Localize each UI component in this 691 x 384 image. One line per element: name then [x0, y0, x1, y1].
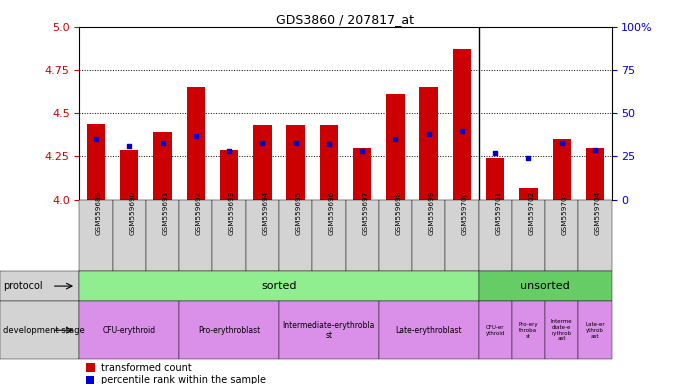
- Bar: [86, 363, 95, 372]
- Text: GSM559696: GSM559696: [329, 191, 335, 235]
- Bar: [478, 301, 512, 359]
- Bar: [478, 200, 512, 271]
- Text: GSM559691: GSM559691: [162, 191, 169, 235]
- Bar: [79, 271, 478, 301]
- Text: GSM559702: GSM559702: [529, 191, 534, 235]
- Bar: [486, 158, 504, 200]
- Bar: [153, 132, 172, 200]
- Text: GSM559690: GSM559690: [129, 191, 135, 235]
- Text: GSM559692: GSM559692: [196, 191, 202, 235]
- Bar: [79, 200, 113, 271]
- Bar: [412, 200, 445, 271]
- Bar: [386, 94, 404, 200]
- Text: Late-er
ythrob
ast: Late-er ythrob ast: [585, 322, 605, 339]
- Point: [390, 136, 401, 142]
- Text: CFU-er
ythroid: CFU-er ythroid: [486, 325, 505, 336]
- Bar: [312, 200, 346, 271]
- Bar: [353, 148, 371, 200]
- Text: GSM559699: GSM559699: [428, 191, 435, 235]
- Text: development stage: development stage: [3, 326, 85, 335]
- Bar: [0, 271, 79, 301]
- Text: GSM559703: GSM559703: [562, 191, 567, 235]
- Bar: [87, 124, 105, 200]
- Point: [357, 148, 368, 154]
- Text: GSM559694: GSM559694: [263, 191, 268, 235]
- Text: Pro-erythroblast: Pro-erythroblast: [198, 326, 261, 335]
- Point: [124, 143, 135, 149]
- Point: [456, 127, 467, 134]
- Bar: [586, 148, 604, 200]
- Text: Late-erythroblast: Late-erythroblast: [395, 326, 462, 335]
- Bar: [379, 301, 478, 359]
- Text: sorted: sorted: [261, 281, 296, 291]
- Bar: [419, 87, 438, 200]
- Bar: [187, 87, 205, 200]
- Point: [589, 147, 600, 153]
- Bar: [512, 200, 545, 271]
- Text: Intermediate-erythrobla
st: Intermediate-erythrobla st: [283, 321, 375, 340]
- Bar: [453, 49, 471, 200]
- Bar: [179, 200, 212, 271]
- Text: percentile rank within the sample: percentile rank within the sample: [101, 375, 266, 384]
- Text: GSM559695: GSM559695: [296, 191, 301, 235]
- Point: [523, 155, 534, 161]
- Point: [257, 140, 268, 146]
- Text: GSM559693: GSM559693: [229, 191, 235, 235]
- Text: transformed count: transformed count: [101, 362, 191, 373]
- Text: GSM559701: GSM559701: [495, 191, 501, 235]
- Bar: [578, 301, 612, 359]
- Bar: [445, 200, 478, 271]
- Bar: [0, 301, 79, 359]
- Point: [91, 136, 102, 142]
- Point: [490, 150, 501, 156]
- Bar: [545, 301, 578, 359]
- Bar: [179, 301, 279, 359]
- Bar: [120, 149, 138, 200]
- Bar: [253, 126, 272, 200]
- Text: Interme
diate-e
rythrob
ast: Interme diate-e rythrob ast: [551, 319, 572, 341]
- Bar: [478, 271, 612, 301]
- Text: GSM559697: GSM559697: [362, 191, 368, 235]
- Bar: [578, 200, 612, 271]
- Bar: [279, 301, 379, 359]
- Bar: [212, 200, 246, 271]
- Bar: [86, 376, 94, 384]
- Point: [190, 132, 201, 139]
- Bar: [545, 200, 578, 271]
- Text: protocol: protocol: [3, 281, 43, 291]
- Bar: [379, 200, 412, 271]
- Text: CFU-erythroid: CFU-erythroid: [103, 326, 156, 335]
- Point: [157, 140, 168, 146]
- Bar: [146, 200, 179, 271]
- Bar: [512, 301, 545, 359]
- Bar: [287, 126, 305, 200]
- Point: [423, 131, 434, 137]
- Bar: [113, 200, 146, 271]
- Text: GSM559704: GSM559704: [595, 191, 601, 235]
- Bar: [79, 301, 179, 359]
- Point: [556, 140, 567, 146]
- Point: [323, 141, 334, 147]
- Point: [224, 148, 235, 154]
- Bar: [220, 149, 238, 200]
- Text: GSM559700: GSM559700: [462, 191, 468, 235]
- Text: Pro-ery
throba
st: Pro-ery throba st: [518, 322, 538, 339]
- Bar: [553, 139, 571, 200]
- Title: GDS3860 / 207817_at: GDS3860 / 207817_at: [276, 13, 415, 26]
- Text: unsorted: unsorted: [520, 281, 570, 291]
- Bar: [346, 200, 379, 271]
- Bar: [279, 200, 312, 271]
- Bar: [320, 126, 338, 200]
- Bar: [246, 200, 279, 271]
- Text: GSM559689: GSM559689: [96, 191, 102, 235]
- Point: [290, 140, 301, 146]
- Text: GSM559698: GSM559698: [395, 191, 401, 235]
- Bar: [519, 187, 538, 200]
